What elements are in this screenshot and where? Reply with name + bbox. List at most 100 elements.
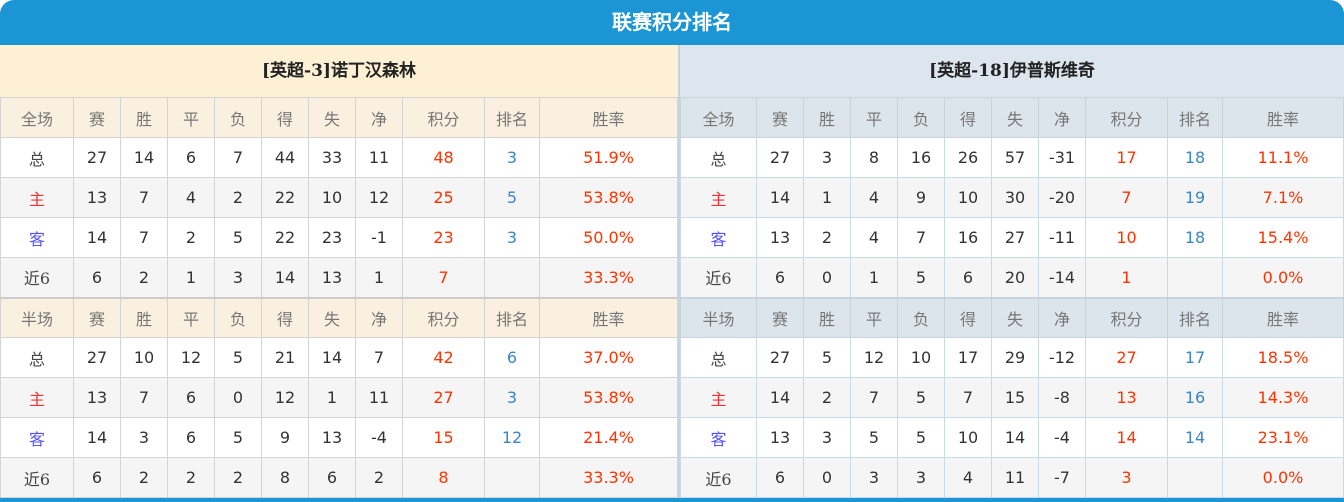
cell-goal-diff: 1 <box>355 257 403 298</box>
cell-lost: 10 <box>897 337 945 378</box>
cell-points: 42 <box>402 337 485 378</box>
table-row: 近6 6 2 2 2 8 6 2 8 33.3% <box>0 457 678 498</box>
full-header-row: 全场赛胜平负得失净积分 排名 胜率 <box>680 97 1344 138</box>
cell-points: 13 <box>1085 377 1168 418</box>
cell-goals-for: 17 <box>944 337 992 378</box>
column-header-points: 积分 <box>402 97 485 138</box>
cell-label: 客 <box>0 217 74 258</box>
column-header-points: 积分 <box>1085 296 1168 338</box>
cell-goals-for: 10 <box>944 177 992 218</box>
cell-goals-against: 15 <box>991 377 1039 418</box>
cell-points: 15 <box>402 417 485 458</box>
cell-goals-for: 8 <box>261 457 309 498</box>
cell-goals-for: 6 <box>944 257 992 298</box>
cell-won: 5 <box>803 337 851 378</box>
standings-table: 全场赛胜平负得失净积分 排名 胜率总 27 14 6 7 44 33 11 48 3 51.9% 主 13 7… <box>0 97 678 498</box>
cell-won: 3 <box>803 417 851 458</box>
cell-goals-against: 57 <box>991 137 1039 178</box>
cell-goals-for: 44 <box>261 137 309 178</box>
column-header-points: 积分 <box>1085 97 1168 138</box>
cell-rank: 6 <box>484 337 540 378</box>
cell-label: 主 <box>0 377 74 418</box>
cell-goals-for: 21 <box>261 337 309 378</box>
table-row: 近6 6 0 3 3 4 11 -7 3 0.0% <box>680 457 1344 498</box>
cell-goals-for: 16 <box>944 217 992 258</box>
table-row: 近6 6 2 1 3 14 13 1 7 33.3% <box>0 257 678 298</box>
cell-played: 14 <box>73 217 121 258</box>
cell-drawn: 7 <box>850 377 898 418</box>
cell-lost: 7 <box>214 137 262 178</box>
cell-win-rate: 33.3% <box>539 257 678 298</box>
column-header-goals-for: 得 <box>944 296 992 338</box>
column-header-lost: 负 <box>897 97 945 138</box>
cell-win-rate: 53.8% <box>539 177 678 218</box>
cell-drawn: 6 <box>167 377 215 418</box>
cell-goals-against: 13 <box>308 417 356 458</box>
cell-win-rate: 53.8% <box>539 377 678 418</box>
table-row: 客 14 7 2 5 22 23 -1 23 3 50.0% <box>0 217 678 258</box>
table-row: 客 13 2 4 7 16 27 -11 10 18 15.4% <box>680 217 1344 258</box>
cell-label: 主 <box>0 177 74 218</box>
cell-played: 6 <box>756 457 804 498</box>
column-header-played: 赛 <box>756 296 804 338</box>
cell-played: 6 <box>73 457 121 498</box>
table-row: 近6 6 0 1 5 6 20 -14 1 0.0% <box>680 257 1344 298</box>
cell-points: 8 <box>402 457 485 498</box>
half-header-row: 半场赛胜平负得失净积分 排名 胜率 <box>0 296 678 338</box>
cell-goal-diff: -31 <box>1038 137 1086 178</box>
cell-goal-diff: -4 <box>1038 417 1086 458</box>
column-header-goal-diff: 净 <box>1038 296 1086 338</box>
table-row: 总 27 14 6 7 44 33 11 48 3 51.9% <box>0 137 678 178</box>
column-header-goals-against: 失 <box>308 296 356 338</box>
cell-label: 客 <box>680 417 757 458</box>
cell-win-rate: 7.1% <box>1222 177 1344 218</box>
cell-label: 近6 <box>680 257 757 298</box>
cell-rank: 18 <box>1167 137 1223 178</box>
standings-table: 全场赛胜平负得失净积分 排名 胜率总 27 3 8 16 26 57 -31 17 18 11.1% 主 1… <box>680 97 1344 498</box>
cell-win-rate: 11.1% <box>1222 137 1344 178</box>
column-header-won: 胜 <box>120 296 168 338</box>
cell-goal-diff: 7 <box>355 337 403 378</box>
cell-rank: 3 <box>484 137 540 178</box>
team-name: [英超-3]诺丁汉森林 <box>0 45 678 97</box>
column-header-played: 赛 <box>73 97 121 138</box>
cell-win-rate: 23.1% <box>1222 417 1344 458</box>
cell-goal-diff: 11 <box>355 137 403 178</box>
cell-lost: 2 <box>214 457 262 498</box>
cell-goals-against: 23 <box>308 217 356 258</box>
cell-rank: 19 <box>1167 177 1223 218</box>
cell-played: 14 <box>756 377 804 418</box>
cell-label: 客 <box>680 217 757 258</box>
cell-points: 7 <box>1085 177 1168 218</box>
cell-goals-for: 22 <box>261 177 309 218</box>
cell-goal-diff: 2 <box>355 457 403 498</box>
cell-lost: 5 <box>214 337 262 378</box>
cell-drawn: 8 <box>850 137 898 178</box>
cell-goal-diff: -14 <box>1038 257 1086 298</box>
column-header-label: 半场 <box>0 296 74 338</box>
cell-played: 27 <box>756 337 804 378</box>
cell-drawn: 4 <box>167 177 215 218</box>
cell-lost: 7 <box>897 217 945 258</box>
column-header-drawn: 平 <box>850 296 898 338</box>
cell-points: 10 <box>1085 217 1168 258</box>
cell-goals-for: 7 <box>944 377 992 418</box>
column-header-lost: 负 <box>214 97 262 138</box>
cell-rank <box>484 457 540 498</box>
cell-label: 总 <box>0 137 74 178</box>
column-header-rank: 排名 <box>484 97 540 138</box>
cell-won: 1 <box>803 177 851 218</box>
cell-label: 主 <box>680 177 757 218</box>
cell-goal-diff: -20 <box>1038 177 1086 218</box>
cell-played: 14 <box>756 177 804 218</box>
cell-points: 14 <box>1085 417 1168 458</box>
cell-won: 3 <box>120 417 168 458</box>
cell-won: 2 <box>803 217 851 258</box>
column-header-drawn: 平 <box>850 97 898 138</box>
cell-win-rate: 0.0% <box>1222 257 1344 298</box>
cell-won: 2 <box>803 377 851 418</box>
column-header-played: 赛 <box>756 97 804 138</box>
cell-lost: 5 <box>897 417 945 458</box>
cell-won: 3 <box>803 137 851 178</box>
